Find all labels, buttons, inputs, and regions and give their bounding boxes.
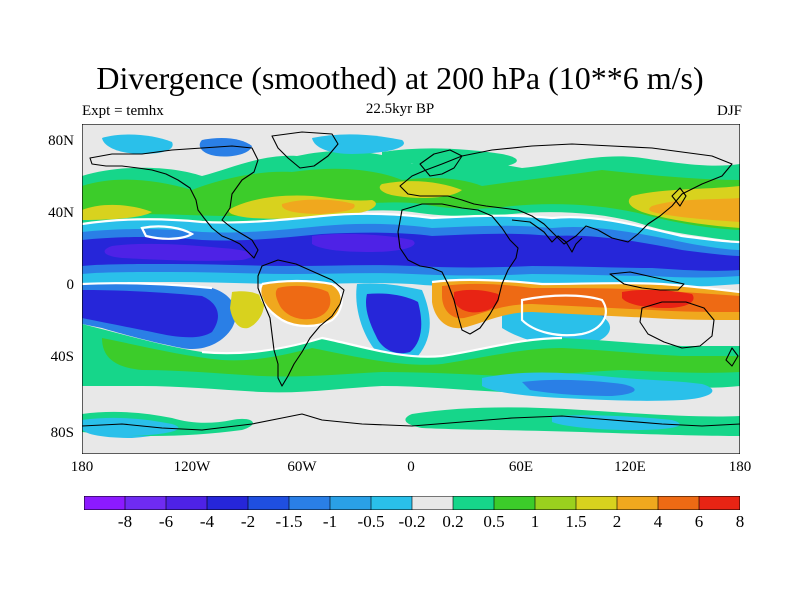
colorbar-label: -6 [158, 512, 174, 531]
colorbar-label: -1.5 [275, 512, 303, 531]
lon-label-0: 0 [407, 459, 415, 475]
colorbar-label: -8 [117, 512, 133, 531]
contour-blue-southern-ocean [522, 379, 635, 396]
colorbar-swatch [84, 496, 126, 510]
contour-orange-north-atlantic [281, 199, 355, 214]
contour-cyan-south-polar-west [82, 417, 179, 436]
contour-cyan-north-pacific-high [102, 134, 173, 154]
colorbar-label: 0.2 [442, 512, 464, 531]
contour-lime-south-band [102, 338, 740, 377]
contour-indigo-tropical-atlantic [312, 233, 415, 252]
coastline-africa [397, 203, 519, 335]
colorbar-label: 2 [612, 512, 622, 531]
colorbar-label: -1 [322, 512, 338, 531]
coastline-greenland [271, 131, 339, 169]
zero-contours [82, 212, 740, 358]
divergence-map [82, 124, 740, 454]
colorbar-swatch [247, 496, 290, 510]
colorbar-swatch [124, 496, 167, 510]
coastline-maritime-continent [609, 271, 685, 291]
time-label: 22.5kyr BP [365, 101, 435, 117]
contour-darkblue-south-atlantic [366, 293, 422, 354]
lat-label-40n: 40N [48, 205, 74, 221]
lon-label-60e: 60E [508, 459, 534, 475]
contour-blue-north-pacific [199, 138, 252, 157]
contour-yellow-southeast-pacific [230, 291, 265, 329]
contour-cyan-south-indian [502, 311, 611, 346]
plot-title: Divergence (smoothed) at 200 hPa (10**6 … [96, 60, 704, 96]
contour-darkblue-tropical-band [82, 232, 740, 271]
lat-label-80s: 80S [50, 425, 74, 441]
colorbar [84, 496, 740, 510]
colorbar-swatch [534, 496, 577, 510]
colorbar-swatch [206, 496, 249, 510]
colorbar-swatch [288, 496, 331, 510]
contour-orange-west-pacific [649, 198, 740, 222]
colorbar-swatch [165, 496, 208, 510]
lat-label-80n: 80N [48, 133, 74, 149]
colorbar-label: -0.5 [357, 512, 385, 531]
coastline-australia [639, 301, 715, 349]
colorbar-swatch [616, 496, 659, 510]
contour-indigo-central-pacific [104, 243, 253, 261]
coastline-antarctica [82, 413, 740, 431]
contour-cyan-south-polar [552, 415, 680, 430]
coastline-scandinavia [419, 149, 463, 177]
coastline-south-america [257, 259, 345, 387]
colorbar-label: 8 [735, 512, 745, 531]
lon-label-120e: 120E [614, 459, 646, 475]
contour-redorange-south-america [275, 285, 331, 320]
coastline-eurasia [399, 143, 733, 245]
colorbar-label: -4 [199, 512, 215, 531]
colorbar-swatch [698, 496, 740, 510]
colorbar-swatch [452, 496, 495, 510]
colorbar-label: 1 [530, 512, 540, 531]
coastlines [82, 131, 740, 431]
contour-red-africa [454, 289, 500, 313]
colorbar-label: 4 [653, 512, 663, 531]
contour-green-north-polar [382, 148, 517, 168]
colorbar-label: 0.5 [483, 512, 505, 531]
coastline-arabia-india [511, 219, 583, 253]
coastline-japan [671, 187, 687, 207]
coastline-north-america [89, 145, 259, 259]
lon-label-120w: 120W [173, 459, 211, 475]
colorbar-label: 6 [694, 512, 704, 531]
colorbar-swatch [493, 496, 536, 510]
colorbar-swatch [411, 496, 454, 510]
season-label: DJF [716, 103, 742, 119]
contour-red-maritime-continent [622, 289, 694, 308]
colorbar-swatch [575, 496, 618, 510]
colorbar-swatch [370, 496, 413, 510]
lon-label-60w: 60W [287, 459, 317, 475]
lon-label-180e: 180 [728, 459, 752, 475]
lat-label-0: 0 [66, 277, 75, 293]
lat-label-40s: 40S [50, 349, 74, 365]
colorbar-label: -0.2 [398, 512, 426, 531]
colorbar-label: 1.5 [565, 512, 587, 531]
contour-darkblue-south-pacific [82, 290, 218, 338]
contour-yellow-east-pacific-north [82, 204, 152, 220]
colorbar-label: -2 [240, 512, 256, 531]
coastline-new-zealand [725, 347, 739, 367]
colorbar-swatch [657, 496, 700, 510]
experiment-label: Expt = temhx [82, 103, 164, 119]
lon-label-180w: 180 [70, 459, 94, 475]
colorbar-swatch [329, 496, 372, 510]
